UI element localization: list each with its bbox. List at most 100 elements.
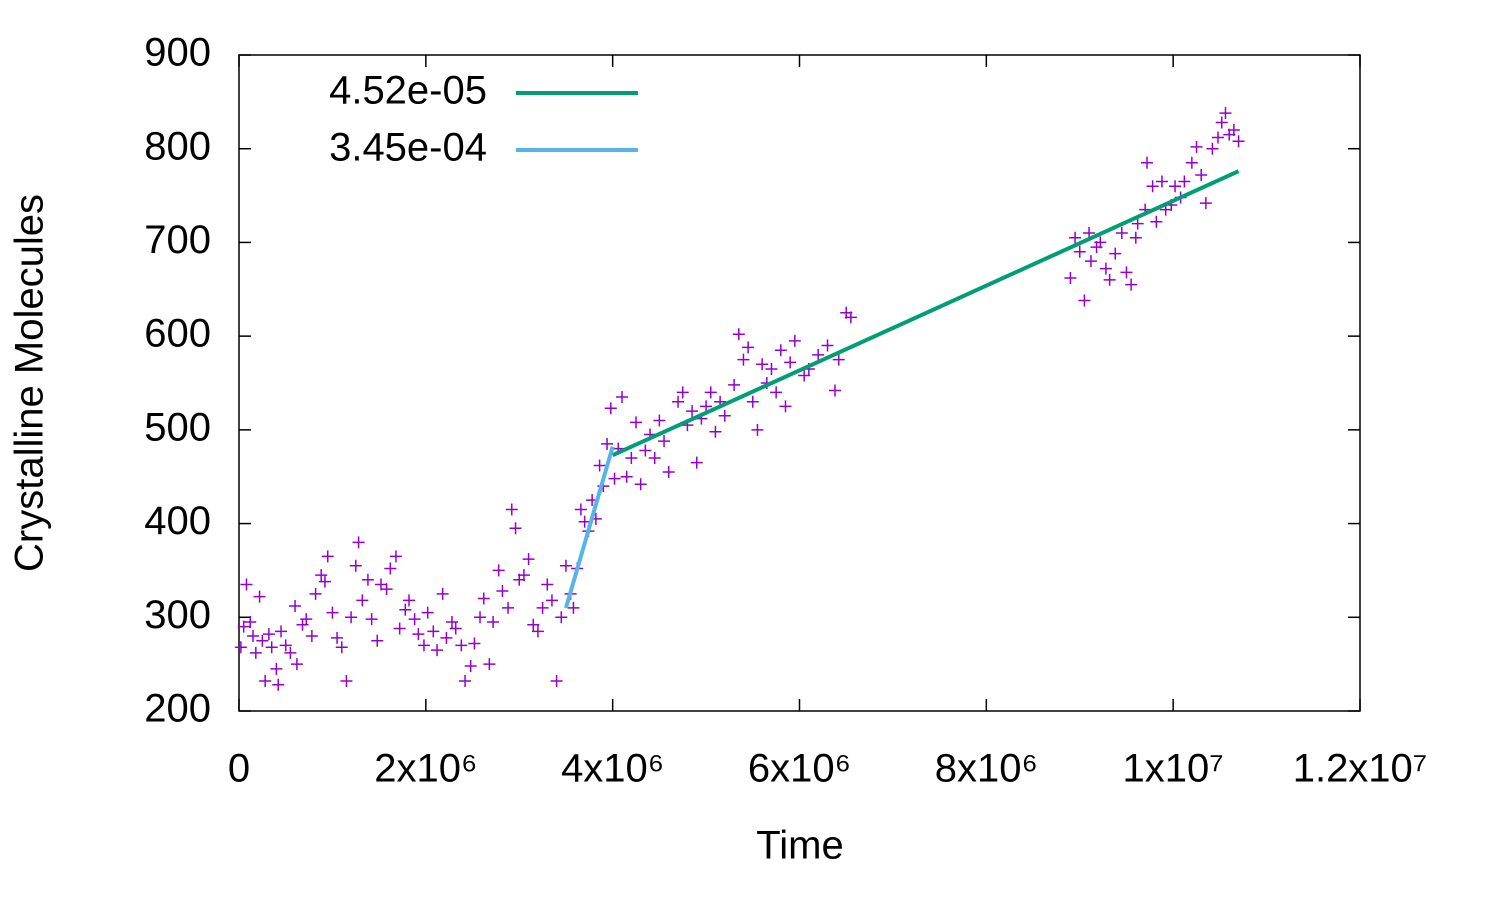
scatter-point [1094, 236, 1107, 249]
scatter-point [732, 328, 745, 341]
scatter-point [365, 613, 378, 626]
x-tick-label: 2x10⁶ [374, 747, 477, 791]
scatter-point [335, 641, 348, 654]
scatter-point [253, 590, 266, 603]
scatter-point [300, 613, 313, 626]
scatter-point [1141, 156, 1154, 169]
scatter-point [349, 559, 362, 572]
scatter-point [1155, 175, 1168, 188]
scatter-point [417, 639, 430, 652]
scatter-point [545, 594, 558, 607]
scatter-point [567, 601, 580, 614]
scatter-point [464, 660, 477, 673]
scatter-point [1125, 278, 1138, 291]
scatter-point [1103, 273, 1116, 286]
scatter-point [234, 641, 247, 654]
scatter-point [321, 550, 334, 563]
x-tick-label: 6x10⁶ [748, 747, 851, 791]
scatter-point [1169, 180, 1182, 193]
scatter-point [821, 339, 834, 352]
scatter-point [483, 658, 496, 671]
scatter-point [1129, 231, 1142, 244]
scatter-point [728, 378, 741, 391]
scatter-point [468, 637, 481, 650]
scatter-point [1206, 142, 1219, 155]
x-tick-label: 4x10⁶ [561, 747, 664, 791]
scatter-point [259, 675, 272, 688]
scatter-point [1227, 123, 1240, 136]
scatter-point [361, 573, 374, 586]
scatter-point [690, 456, 703, 469]
scatter-point [517, 569, 530, 582]
scatter-point [305, 630, 318, 643]
scatter-point [244, 615, 257, 628]
scatter-point [756, 358, 769, 371]
scatter-point [765, 362, 778, 375]
scatter-point [788, 334, 801, 347]
scatter-point [844, 311, 857, 324]
scatter-point [828, 384, 841, 397]
y-tick-label: 200 [144, 687, 211, 731]
scatter-point [751, 423, 764, 436]
scatter-point [459, 675, 472, 688]
scatter-point [371, 634, 384, 647]
scatter-point [399, 603, 412, 616]
scatter-point [550, 675, 563, 688]
scatter-point [531, 625, 544, 638]
scatter-point [249, 646, 262, 659]
scatter-point [315, 569, 328, 582]
scatter-point [275, 625, 288, 638]
scatter-point [345, 611, 358, 624]
fit-line [564, 446, 615, 609]
scatter-point [536, 601, 549, 614]
x-tick-label: 1x10⁷ [1123, 747, 1224, 791]
scatter-point [559, 559, 572, 572]
scatter-point [1195, 168, 1208, 181]
scatter-point [356, 594, 369, 607]
scatter-point [593, 459, 606, 472]
scatter-point [340, 675, 353, 688]
scatter-point [440, 631, 453, 644]
scatter-point [290, 658, 303, 671]
scatter-point [237, 620, 250, 633]
scatter-point [421, 606, 434, 619]
scatter-point [784, 356, 797, 369]
scatter-point [742, 341, 755, 354]
scatter-point [1073, 245, 1086, 258]
scatter-point [380, 583, 393, 596]
scatter-point [1219, 107, 1232, 120]
scatter-point [639, 444, 652, 457]
scatter-point [408, 613, 421, 626]
legend-label: 3.45e-04 [329, 126, 487, 170]
scatter-point [326, 606, 339, 619]
scatter-point [770, 386, 783, 399]
scatter-point [709, 425, 722, 438]
y-tick-label: 600 [144, 312, 211, 356]
scatter-point [653, 414, 666, 427]
scatter-point [658, 435, 671, 448]
scatter-point [502, 601, 515, 614]
scatter-point [455, 639, 468, 652]
plot-frame [238, 54, 1361, 712]
scatter-point [240, 578, 253, 591]
scatter-point [436, 587, 449, 600]
scatter-point [272, 678, 285, 691]
scatter-point [616, 391, 629, 404]
scatter-point [403, 594, 416, 607]
scatter-point [798, 369, 811, 382]
scatter-point [832, 353, 845, 366]
scatter-point [270, 662, 283, 675]
scatter-point [704, 386, 717, 399]
scatter-point [1099, 262, 1112, 275]
scatter-point [284, 646, 297, 659]
scatter-point [1131, 217, 1144, 230]
scatter-point [601, 437, 614, 450]
scatter-point [256, 634, 269, 647]
scatter-point [779, 400, 792, 413]
scatter-point [477, 592, 490, 605]
x-tick-label: 8x10⁶ [935, 747, 1038, 791]
scatter-point [509, 522, 522, 535]
scatter-point [474, 611, 487, 624]
scatter-point [634, 478, 647, 491]
scatter-point [431, 644, 444, 657]
